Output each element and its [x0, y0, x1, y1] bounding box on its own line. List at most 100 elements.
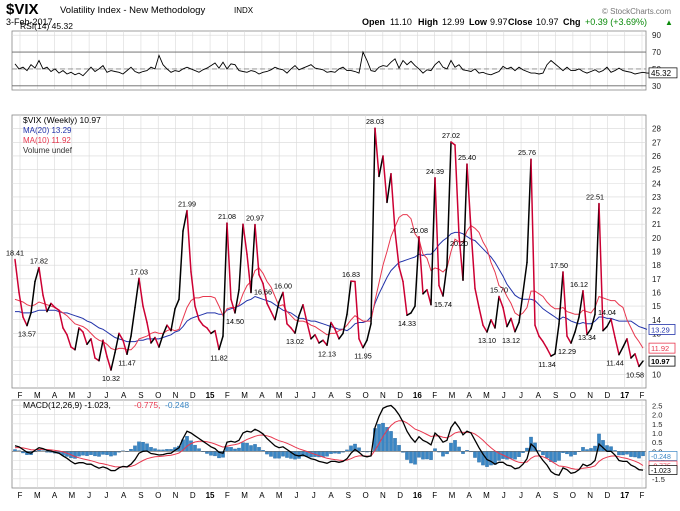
macd-histogram-bar — [477, 451, 480, 462]
price-x-tick-label: M — [483, 391, 490, 400]
price-x-tick-label: J — [294, 391, 298, 400]
price-x-tick-label: 16 — [413, 391, 422, 400]
macd-x-tick-label: J — [312, 491, 316, 500]
price-panel: 1011121314151617181920212223242526272818… — [6, 115, 675, 388]
price-annotation: 12.13 — [318, 349, 336, 358]
macd-histogram-bar — [377, 424, 380, 451]
macd-histogram-bar — [137, 442, 140, 452]
macd-x-tick-label: S — [553, 491, 558, 500]
macd-histogram-bar — [253, 444, 256, 451]
macd-histogram-bar — [273, 451, 276, 458]
macd-histogram-bar — [277, 451, 280, 458]
price-annotation: 12.29 — [558, 347, 576, 356]
price-x-tick-label: S — [346, 391, 351, 400]
chg-arrow-icon: ▲ — [665, 18, 673, 27]
price-x-tick-label: M — [68, 391, 75, 400]
macd-x-tick-label: D — [397, 491, 403, 500]
macd-histogram-bar — [141, 442, 144, 451]
macd-histogram-bar — [101, 451, 104, 454]
open-label: Open — [362, 17, 385, 27]
price-annotation: 13.34 — [578, 333, 596, 342]
macd-x-tick-label: A — [52, 491, 58, 500]
macd-histogram-bar — [93, 451, 96, 456]
price-annotation: 10.58 — [626, 370, 644, 379]
price-annotation: 16.83 — [342, 270, 360, 279]
macd-histogram-bar — [429, 451, 432, 459]
price-x-tick-label: J — [104, 391, 108, 400]
price-annotation: 14.50 — [226, 317, 244, 326]
y-tick-label: 18 — [652, 261, 661, 270]
macd-histogram-bar — [149, 447, 152, 451]
macd-histogram-bar — [445, 451, 448, 454]
price-x-tick-label: A — [52, 391, 58, 400]
exchange-label: INDX — [234, 6, 254, 15]
macd-x-tick-label: M — [68, 491, 75, 500]
macd-histogram-bar — [329, 451, 332, 453]
macd-histogram-bar — [193, 445, 196, 451]
ma10-last-value: 11.92 — [651, 344, 669, 353]
macd-histogram-bar — [349, 446, 352, 452]
price-annotation: 11.47 — [118, 358, 135, 367]
macd-histogram-bar — [213, 451, 216, 456]
price-x-tick-label: O — [155, 391, 161, 400]
y-tick-label: 70 — [652, 48, 661, 57]
macd-histogram-bar — [85, 451, 88, 455]
y-tick-label: 14 — [652, 316, 661, 325]
macd-x-tick-label: F — [432, 491, 437, 500]
price-x-tick-label: M — [34, 391, 41, 400]
macd-histogram-bar — [441, 451, 444, 456]
index-name: Volatility Index - New Methodology — [60, 5, 205, 16]
macd-histogram-bar — [489, 451, 492, 465]
macd-x-tick-label: 16 — [413, 491, 422, 500]
macd-x-tick-label: F — [18, 491, 23, 500]
macd-histogram-bar — [425, 451, 428, 459]
price-annotation: 25.76 — [518, 148, 536, 157]
macd-hist-last-value: -0.248 — [651, 454, 671, 461]
macd-histogram-bar — [621, 451, 624, 455]
macd-signal-legend: -0.775, — [134, 400, 160, 410]
macd-x-tick-label: J — [104, 491, 108, 500]
macd-histogram-bar — [153, 449, 156, 452]
price-x-tick-label: M — [241, 391, 248, 400]
price-legend: $VIX (Weekly) 10.97 — [23, 115, 101, 125]
macd-x-tick-label: J — [502, 491, 506, 500]
price-annotation: 17.82 — [30, 257, 48, 266]
y-tick-label: 90 — [652, 31, 661, 40]
price-x-tick-label: A — [259, 391, 265, 400]
y-tick-label: 16 — [652, 288, 661, 297]
macd-histogram-bar — [473, 451, 476, 457]
price-annotation: 21.08 — [218, 212, 236, 221]
macd-histogram-bar — [105, 451, 108, 454]
macd-histogram-bar — [285, 451, 288, 457]
macd-histogram-bar — [405, 451, 408, 459]
price-annotation: 17.50 — [550, 261, 568, 270]
price-x-tick-label: F — [432, 391, 437, 400]
macd-histogram-bar — [513, 451, 516, 459]
macd-panel: -1.5-1.0-0.50.00.51.01.52.02.5-0.248-0.7… — [12, 400, 677, 488]
y-tick-label: 17 — [652, 275, 661, 284]
chg-label: Chg — [563, 17, 581, 27]
macd-x-tick-label: A — [121, 491, 127, 500]
y-tick-label: 1.0 — [652, 429, 662, 438]
macd-histogram-bar — [257, 447, 260, 451]
price-x-tick-label: M — [276, 391, 283, 400]
macd-histogram-bar — [581, 447, 584, 451]
y-tick-label: 15 — [652, 302, 661, 311]
macd-histogram-bar — [417, 451, 420, 457]
ma20-legend: MA(20) 13.29 — [23, 126, 72, 135]
macd-x-tick-label: J — [519, 491, 523, 500]
macd-histogram-bar — [185, 436, 188, 451]
price-x-tick-label: A — [121, 391, 127, 400]
macd-histogram-bar — [461, 451, 464, 453]
macd-histogram-bar — [97, 451, 100, 456]
price-annotation: 17.03 — [130, 267, 148, 276]
macd-histogram-bar — [233, 449, 236, 451]
price-x-tick-label: A — [536, 391, 542, 400]
price-annotation: 11.34 — [538, 360, 555, 369]
price-annotation: 13.12 — [502, 336, 520, 345]
y-tick-label: 2.0 — [652, 411, 662, 420]
y-tick-label: 24 — [652, 179, 661, 188]
price-annotation: 14.33 — [398, 319, 416, 328]
price-x-tick-label: S — [138, 391, 143, 400]
